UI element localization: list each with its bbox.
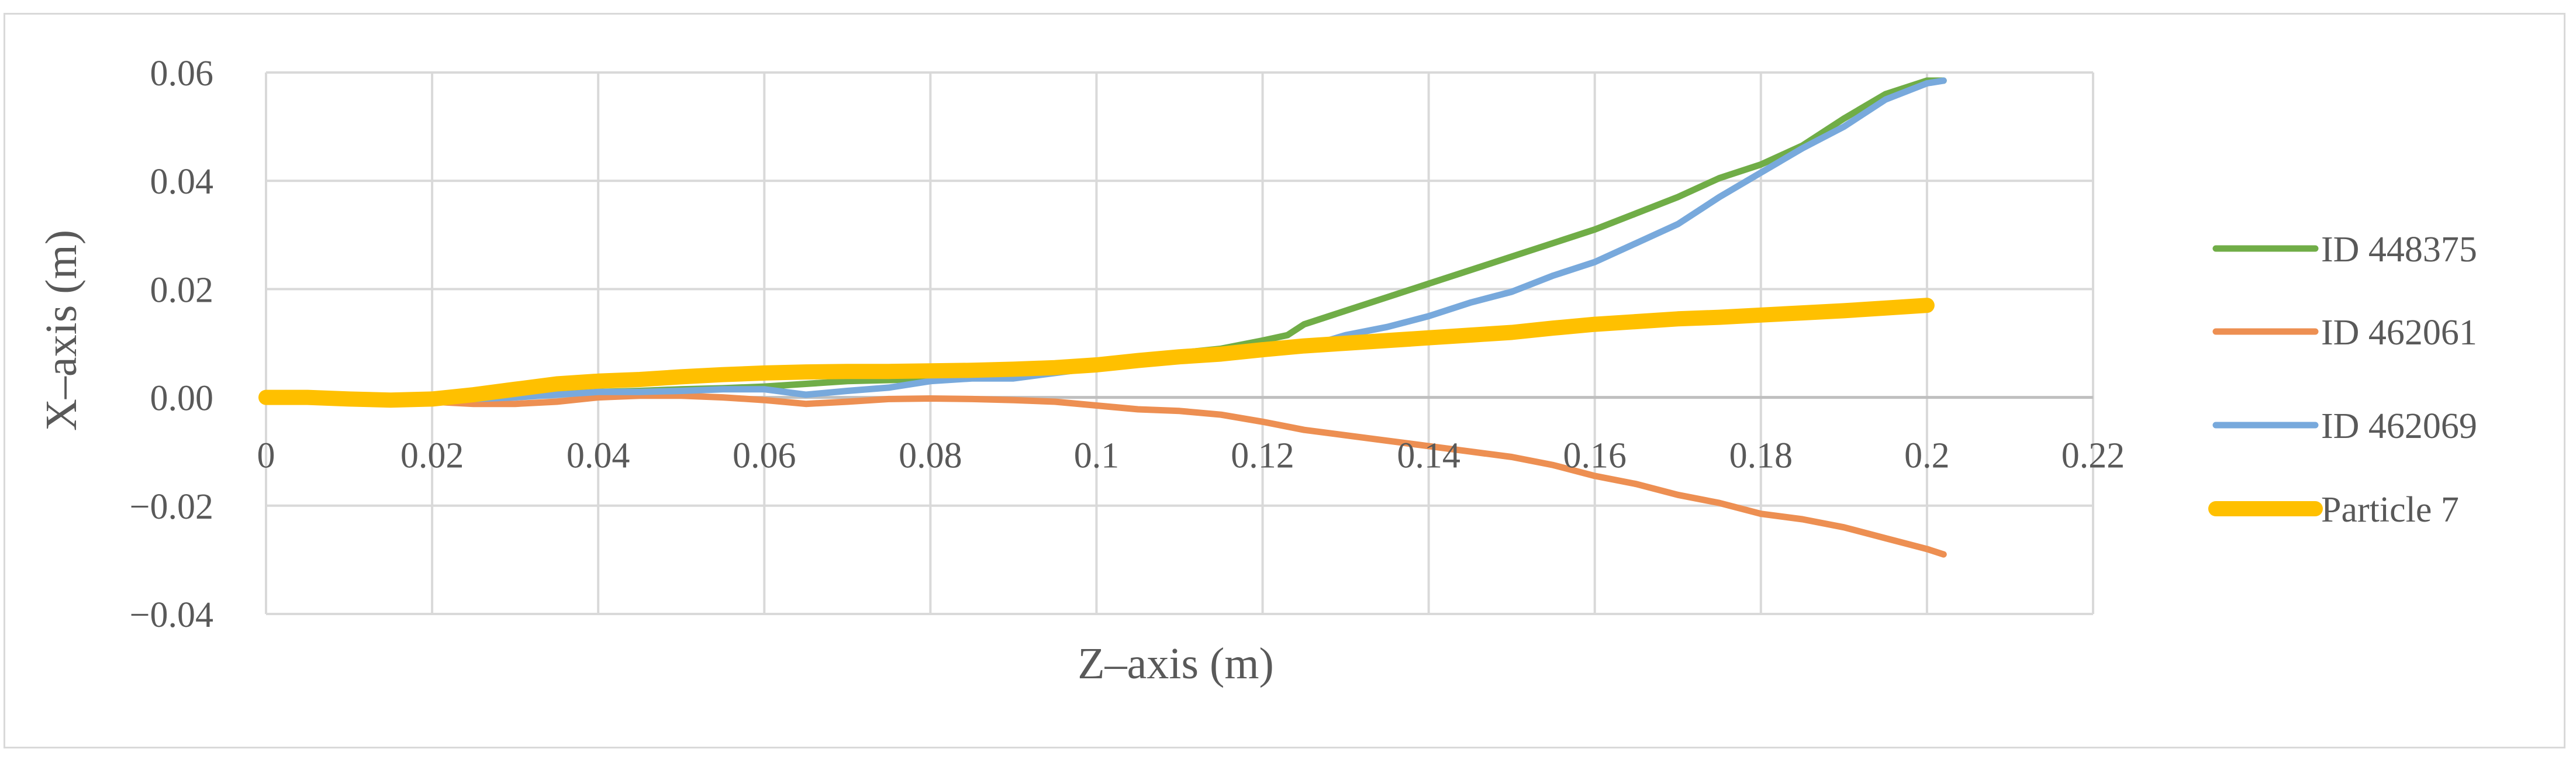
series-line bbox=[263, 392, 1947, 558]
x-tick-label: 0.1 bbox=[1074, 436, 1120, 476]
x-tick-label: 0.06 bbox=[733, 436, 796, 476]
y-tick-label: 0.04 bbox=[150, 162, 214, 202]
x-tick-label: 0 bbox=[257, 436, 275, 476]
y-tick-label: −0.02 bbox=[130, 487, 213, 527]
x-tick-label: 0.04 bbox=[567, 436, 630, 476]
x-tick-label: 0.12 bbox=[1231, 436, 1294, 476]
x-tick-label: 0.02 bbox=[400, 436, 464, 476]
legend-label: ID 462061 bbox=[2321, 313, 2477, 353]
y-axis-title: X–axis (m) bbox=[37, 230, 86, 431]
x-tick-labels: 0 0.02 0.04 0.06 0.08 0.1 0.12 0.14 0.16 0.18 0.2 0… bbox=[257, 436, 2125, 476]
x-tick-label: 0.2 bbox=[1904, 436, 1950, 476]
legend: ID 448375 ID 462061 ID 462069 Particle 7 bbox=[2208, 230, 2477, 530]
y-tick-label: 0.02 bbox=[150, 270, 214, 310]
y-tick-label: 0.00 bbox=[150, 379, 214, 419]
x-tick-label: 0.18 bbox=[1729, 436, 1793, 476]
legend-label: Particle 7 bbox=[2321, 490, 2459, 530]
x-axis-title: Z–axis (m) bbox=[1078, 639, 1274, 688]
series-lines bbox=[258, 77, 1947, 558]
series-line bbox=[263, 77, 1947, 405]
grid-lines bbox=[265, 71, 2094, 615]
chart-frame bbox=[4, 13, 2565, 748]
legend-label: ID 462069 bbox=[2321, 406, 2477, 446]
x-tick-label: 0.22 bbox=[2062, 436, 2125, 476]
y-tick-label: 0.06 bbox=[150, 54, 214, 94]
x-tick-label: 0.16 bbox=[1563, 436, 1627, 476]
x-tick-label: 0.14 bbox=[1397, 436, 1460, 476]
y-tick-label: −0.04 bbox=[130, 595, 213, 635]
series-line bbox=[263, 77, 1947, 405]
series-line bbox=[258, 298, 1935, 408]
legend-label: ID 448375 bbox=[2321, 230, 2477, 270]
y-tick-labels: 0.06 0.04 0.02 0.00 −0.02 −0.04 bbox=[130, 54, 213, 635]
x-tick-label: 0.08 bbox=[899, 436, 962, 476]
